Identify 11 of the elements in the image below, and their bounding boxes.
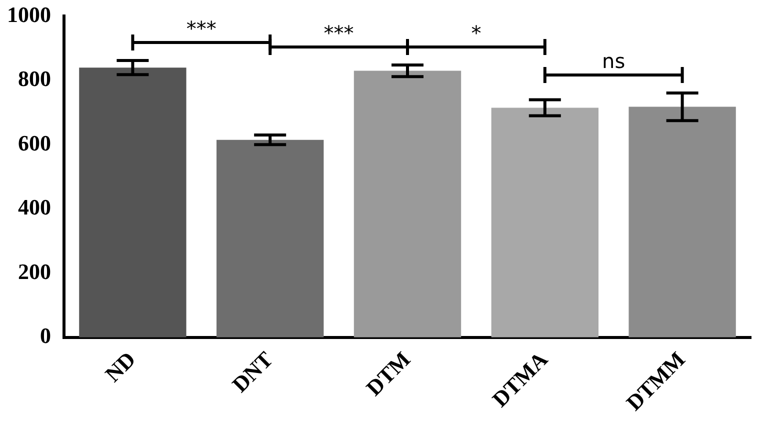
y-tick-label: 0 [40, 323, 51, 348]
annotation: ns [602, 49, 626, 74]
annotation: *** [186, 16, 216, 41]
annotation: *** [324, 21, 354, 46]
y-tick-label: 600 [18, 130, 51, 156]
y-tick-label: 200 [18, 258, 51, 284]
y-tick-label: 400 [18, 194, 51, 220]
y-tick-label: 1000 [7, 2, 51, 27]
x-tick-label: ND [100, 346, 140, 387]
y-tick-label: 800 [18, 66, 51, 92]
annotation: * [471, 21, 482, 46]
